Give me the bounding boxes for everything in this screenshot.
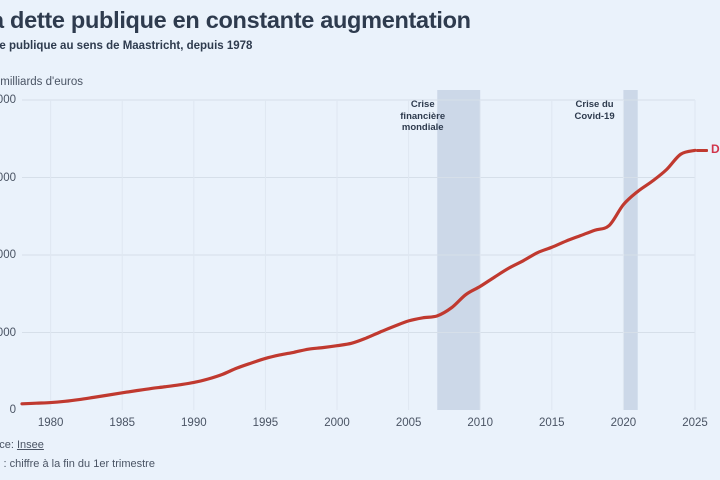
x-axis-tick: 1990	[181, 417, 207, 429]
source-link[interactable]: Insee	[16, 439, 44, 451]
event-bands	[437, 90, 638, 410]
x-axis-tick: 2015	[539, 417, 565, 429]
x-axis-tick: 1980	[37, 417, 64, 429]
source-line: Source: Insee	[0, 437, 720, 453]
chart-footer: Source: Insee 2025 : chiffre à la fin du…	[0, 437, 720, 472]
x-axis-tick: 1995	[252, 417, 279, 429]
source-prefix: Source:	[0, 439, 14, 451]
series-legend-label: Dette publique	[711, 142, 720, 157]
series-line	[20, 148, 697, 406]
series-lines	[20, 148, 697, 406]
annotation-label: Crise du Covid-19	[574, 99, 615, 122]
event-band	[623, 90, 638, 410]
page-subtitle: Dette publique au sens de Maastricht, de…	[0, 40, 253, 52]
footnote: 2025 : chiffre à la fin du 1er trimestre	[0, 458, 155, 470]
page-title: La dette publique en constante augmentat…	[0, 7, 471, 33]
x-axis-tick: 2020	[610, 417, 637, 429]
chart-header: La dette publique en constante augmentat…	[0, 6, 717, 52]
line-chart-svg	[20, 90, 697, 410]
x-axis-tick: 2000	[324, 417, 350, 429]
x-axis-tick: 2025	[682, 417, 708, 429]
y-axis-tick: 4 000	[0, 94, 16, 106]
y-axis-tick: 0	[9, 404, 16, 416]
y-axis-tick: 1 000	[0, 326, 16, 339]
y-axis-tick: 2 000	[0, 249, 16, 261]
x-axis-tick: 1985	[109, 417, 136, 429]
y-axis-tick: 3 000	[0, 171, 16, 184]
event-band	[437, 90, 481, 410]
annotation-label: Crise financière mondiale	[400, 99, 446, 133]
series-legend-dash	[696, 149, 708, 152]
y-axis-unit-label: En milliards d'euros	[0, 76, 83, 88]
plot-area	[20, 90, 697, 410]
x-axis-tick: 2010	[467, 417, 493, 429]
gridlines	[22, 99, 696, 410]
x-axis-tick: 2005	[395, 417, 422, 429]
